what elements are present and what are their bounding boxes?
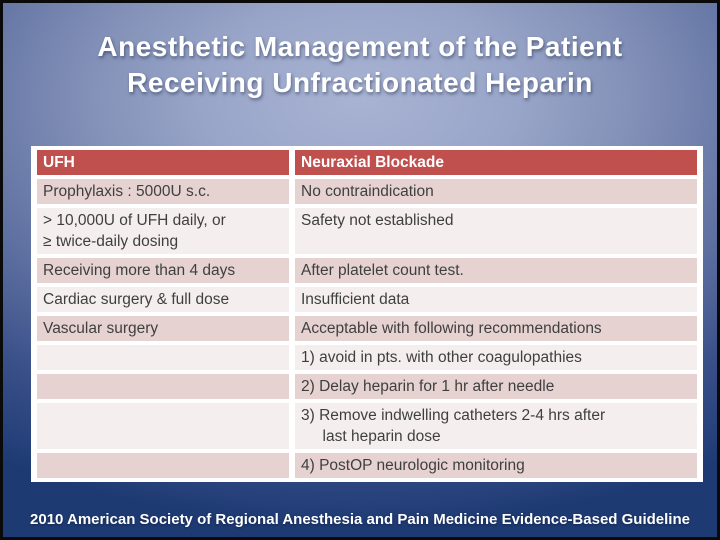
cell-neuraxial: Acceptable with following recommendation… — [295, 316, 697, 341]
cell-neuraxial: 2) Delay heparin for 1 hr after needle — [295, 374, 697, 399]
table-row: 3) Remove indwelling catheters 2-4 hrs a… — [37, 403, 697, 449]
table-row: Cardiac surgery & full dose Insufficient… — [37, 287, 697, 312]
table-row: Receiving more than 4 days After platele… — [37, 258, 697, 283]
table-row: > 10,000U of UFH daily, or ≥ twice-daily… — [37, 208, 697, 254]
cell-neuraxial: Insufficient data — [295, 287, 697, 312]
slide-title: Anesthetic Management of the Patient Rec… — [3, 29, 717, 101]
title-line-2: Receiving Unfractionated Heparin — [127, 67, 593, 98]
table-row: 1) avoid in pts. with other coagulopathi… — [37, 345, 697, 370]
cell-ufh: Prophylaxis : 5000U s.c. — [37, 179, 289, 204]
cell-neuraxial: No contraindication — [295, 179, 697, 204]
cell-ufh: > 10,000U of UFH daily, or ≥ twice-daily… — [37, 208, 289, 254]
cell-neuraxial: Safety not established — [295, 208, 697, 254]
table-row: Vascular surgery Acceptable with followi… — [37, 316, 697, 341]
column-header-neuraxial-blockade: Neuraxial Blockade — [295, 150, 697, 175]
cell-ufh — [37, 374, 289, 399]
cell-ufh — [37, 403, 289, 449]
title-line-1: Anesthetic Management of the Patient — [97, 31, 623, 62]
cell-ufh: Cardiac surgery & full dose — [37, 287, 289, 312]
cell-ufh — [37, 345, 289, 370]
table-row: Prophylaxis : 5000U s.c. No contraindica… — [37, 179, 697, 204]
cell-neuraxial: 3) Remove indwelling catheters 2-4 hrs a… — [295, 403, 697, 449]
table-row: 2) Delay heparin for 1 hr after needle — [37, 374, 697, 399]
cell-ufh: Receiving more than 4 days — [37, 258, 289, 283]
table-header-row: UFH Neuraxial Blockade — [37, 150, 697, 175]
cell-ufh: Vascular surgery — [37, 316, 289, 341]
cell-neuraxial: After platelet count test. — [295, 258, 697, 283]
heparin-table-container: UFH Neuraxial Blockade Prophylaxis : 500… — [31, 146, 703, 482]
table-row: 4) PostOP neurologic monitoring — [37, 453, 697, 478]
cell-neuraxial: 1) avoid in pts. with other coagulopathi… — [295, 345, 697, 370]
footer-citation: 2010 American Society of Regional Anesth… — [30, 511, 690, 528]
heparin-guideline-table: UFH Neuraxial Blockade Prophylaxis : 500… — [31, 146, 703, 482]
cell-ufh — [37, 453, 289, 478]
column-header-ufh: UFH — [37, 150, 289, 175]
cell-neuraxial: 4) PostOP neurologic monitoring — [295, 453, 697, 478]
